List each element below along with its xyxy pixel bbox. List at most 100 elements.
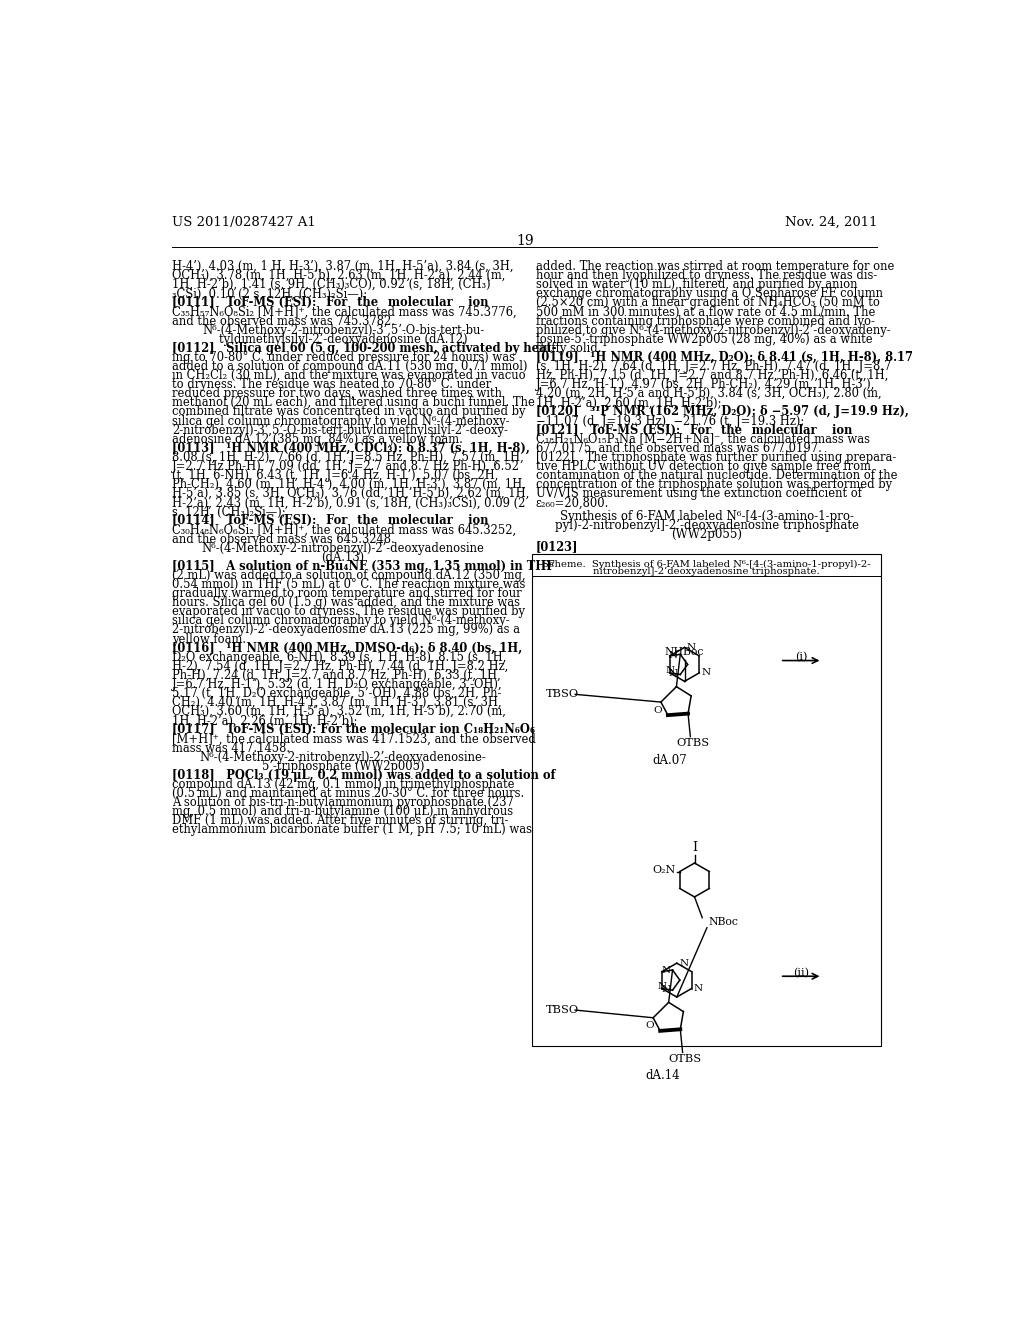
Text: 4.20 (m, 2H, H-5’a and H-5’b), 3.84 (s, 3H, OCH₃), 2.80 (m,: 4.20 (m, 2H, H-5’a and H-5’b), 3.84 (s, … bbox=[536, 387, 882, 400]
Text: OTBS: OTBS bbox=[669, 1053, 701, 1064]
Text: combined filtrate was concentrated in vacuo and purified by: combined filtrate was concentrated in va… bbox=[172, 405, 525, 418]
Text: [0118]  POCl₃ (19 μL, 0.2 mmol) was added to a solution of: [0118] POCl₃ (19 μL, 0.2 mmol) was added… bbox=[172, 768, 556, 781]
Text: Ph-CH₂), 4.60 (m, 1H, H-4’), 4.00 (m, 1H, H-3’), 3.87 (m, 1H,: Ph-CH₂), 4.60 (m, 1H, H-4’), 4.00 (m, 1H… bbox=[172, 478, 526, 491]
Text: [0123]: [0123] bbox=[536, 540, 579, 553]
Text: N: N bbox=[669, 669, 678, 678]
Text: ε₂₆₀=20,800.: ε₂₆₀=20,800. bbox=[536, 496, 609, 510]
Text: US 2011/0287427 A1: US 2011/0287427 A1 bbox=[172, 216, 316, 230]
Text: 5.17 (t, 1H, D₂O exchangeable, 5’-OH), 4.88 (bs, 2H, Ph-: 5.17 (t, 1H, D₂O exchangeable, 5’-OH), 4… bbox=[172, 688, 502, 700]
Text: N: N bbox=[694, 985, 703, 993]
Text: (i): (i) bbox=[795, 652, 807, 663]
Text: TBSO: TBSO bbox=[546, 689, 579, 700]
Text: N: N bbox=[662, 985, 671, 994]
Text: N: N bbox=[669, 651, 678, 660]
Text: NBoc: NBoc bbox=[709, 916, 738, 927]
Text: and the observed mass was 645.3248.: and the observed mass was 645.3248. bbox=[172, 533, 395, 545]
Text: (ii): (ii) bbox=[793, 968, 809, 978]
Text: reduced pressure for two days, washed three times with: reduced pressure for two days, washed th… bbox=[172, 387, 502, 400]
Text: C₃₀H₄₈N₆O₆Si₂ [M+H]⁺, the calculated mass was 645.3252,: C₃₀H₄₈N₆O₆Si₂ [M+H]⁺, the calculated mas… bbox=[172, 524, 516, 536]
Text: 500 mM in 300 minutes) at a flow rate of 4.5 mL/min. The: 500 mM in 300 minutes) at a flow rate of… bbox=[536, 305, 876, 318]
Text: Nov. 24, 2011: Nov. 24, 2011 bbox=[785, 216, 878, 230]
Text: pyl)-2-nitrobenzyl]-2’-deoxyadenosine triphosphate: pyl)-2-nitrobenzyl]-2’-deoxyadenosine tr… bbox=[555, 519, 858, 532]
Text: ing to 70-80° C. under reduced pressure for 24 hours) was: ing to 70-80° C. under reduced pressure … bbox=[172, 351, 515, 364]
Text: [0121]  ToF-MS (ESI):  For  the  molecular   ion: [0121] ToF-MS (ESI): For the molecular i… bbox=[536, 424, 852, 437]
Text: J=6.7 Hz, H-1’), 4.97 (bs, 2H, Ph-CH₂), 4.29 (m, 1H, H-3’),: J=6.7 Hz, H-1’), 4.97 (bs, 2H, Ph-CH₂), … bbox=[536, 378, 876, 391]
Text: 5’-triphosphate (WW2p005): 5’-triphosphate (WW2p005) bbox=[262, 760, 424, 772]
Text: philized to give N⁶-(4-methoxy-2-nitrobenzyl)-2’-deoxyadeny-: philized to give N⁶-(4-methoxy-2-nitrobe… bbox=[536, 323, 890, 337]
Text: Ph-H), 7.24 (d, 1H, J=2.7 and 8.7 Hz, Ph-H), 6.33 (t, 1H,: Ph-H), 7.24 (d, 1H, J=2.7 and 8.7 Hz, Ph… bbox=[172, 669, 501, 682]
Text: ₃CSi), 0.10 (2 s, 12H, (CH₃)₂Si—);: ₃CSi), 0.10 (2 s, 12H, (CH₃)₂Si—); bbox=[172, 288, 368, 300]
Text: added to a solution of compound dA.11 (530 mg, 0.71 mmol): added to a solution of compound dA.11 (5… bbox=[172, 360, 527, 374]
Text: O: O bbox=[653, 706, 663, 714]
Text: N: N bbox=[701, 668, 711, 677]
Text: D₂O exchangeable, 6-NH), 8.39 (s, 1 H, H-8), 8.15 (s, 1H,: D₂O exchangeable, 6-NH), 8.39 (s, 1 H, H… bbox=[172, 651, 507, 664]
Text: 1H, H-2’a), 2.26 (m, 1H, H-2’b);: 1H, H-2’a), 2.26 (m, 1H, H-2’b); bbox=[172, 714, 357, 727]
Text: −11.07 (d, J=19.3 Hz), −21.76 (t, J=19.3 Hz);: −11.07 (d, J=19.3 Hz), −21.76 (t, J=19.3… bbox=[536, 414, 804, 428]
Text: in CH₂Cl₂ (30 mL), and the mixture was evaporated in vacuo: in CH₂Cl₂ (30 mL), and the mixture was e… bbox=[172, 370, 525, 381]
Text: OTBS: OTBS bbox=[677, 738, 710, 748]
Text: [0111]  ToF-MS (ESI):  For  the  molecular   ion: [0111] ToF-MS (ESI): For the molecular i… bbox=[172, 297, 488, 309]
Text: solved in water (10 mL), filtered, and purified by anion: solved in water (10 mL), filtered, and p… bbox=[536, 279, 857, 292]
Text: (s, 1H, H-2), 7.64 (d, 1H, J=2.7 Hz, Ph-H), 7.47 (d, 1H, J=8.7: (s, 1H, H-2), 7.64 (d, 1H, J=2.7 Hz, Ph-… bbox=[536, 360, 891, 374]
Text: NHBoc: NHBoc bbox=[665, 648, 705, 657]
Text: gradually warmed to room temperature and stirred for four: gradually warmed to room temperature and… bbox=[172, 587, 522, 601]
Text: O: O bbox=[646, 1022, 654, 1031]
Text: N: N bbox=[679, 958, 688, 968]
Text: C₃₅H₅₇N₆O₈Si₂ [M+H]⁺, the calculated mass was 745.3776,: C₃₅H₅₇N₆O₈Si₂ [M+H]⁺, the calculated mas… bbox=[172, 305, 517, 318]
Text: 8.08 (s, 1H, H-2), 7.66 (d, 1H, J=8.5 Hz, Ph-H), 7.57 (m, 1H,: 8.08 (s, 1H, H-2), 7.66 (d, 1H, J=8.5 Hz… bbox=[172, 451, 524, 463]
Text: dA.07: dA.07 bbox=[653, 754, 687, 767]
Text: [0116]  ¹H NMR (400 MHz, DMSO-d₆): δ 8.40 (bs, 1H,: [0116] ¹H NMR (400 MHz, DMSO-d₆): δ 8.40… bbox=[172, 642, 522, 655]
Text: silica gel column chromatography to yield N⁶-(4-methoxy-: silica gel column chromatography to yiel… bbox=[172, 614, 510, 627]
Text: Scheme.  Synthesis of 6-FAM labeled N⁶-[4-(3-amino-1-propyl)-2-: Scheme. Synthesis of 6-FAM labeled N⁶-[4… bbox=[543, 560, 870, 569]
Text: (WW2p055): (WW2p055) bbox=[671, 528, 742, 541]
Text: H-4’), 4.03 (m, 1 H, H-3’), 3.87 (m, 1H, H-5’a), 3.84 (s, 3H,: H-4’), 4.03 (m, 1 H, H-3’), 3.87 (m, 1H,… bbox=[172, 260, 514, 273]
Text: [0115]  A solution of n-Bu₄NF (353 mg, 1.35 mmol) in THF: [0115] A solution of n-Bu₄NF (353 mg, 1.… bbox=[172, 560, 555, 573]
Text: mass was 417.1458.: mass was 417.1458. bbox=[172, 742, 290, 755]
Text: C₁₈H₂₁N₆O₁₅P₃Na [M−2H+Na]⁻, the calculated mass was: C₁₈H₂₁N₆O₁₅P₃Na [M−2H+Na]⁻, the calculat… bbox=[536, 433, 869, 446]
Text: N⁶-(4-Methoxy-2-nitrobenzyl)-2’-deoxyadenosine-: N⁶-(4-Methoxy-2-nitrobenzyl)-2’-deoxyade… bbox=[200, 751, 486, 764]
Text: [0114]  ToF-MS (ESI):  For  the  molecular   ion: [0114] ToF-MS (ESI): For the molecular i… bbox=[172, 515, 488, 528]
Text: compound dA.13 (42 mg, 0.1 mmol) in trimethylphosphate: compound dA.13 (42 mg, 0.1 mmol) in trim… bbox=[172, 777, 515, 791]
Text: A solution of bis-tri-n-butylammonium pyrophosphate (237: A solution of bis-tri-n-butylammonium py… bbox=[172, 796, 514, 809]
Text: [0122]  The triphosphate was further purified using prepara-: [0122] The triphosphate was further puri… bbox=[536, 451, 896, 463]
Text: 677.0175, and the observed mass was 677.0197.: 677.0175, and the observed mass was 677.… bbox=[536, 442, 821, 455]
Text: (t, 1H, 6-NH), 6.43 (t, 1H, J=6.4 Hz, H-1’), 5.07 (bs, 2H,: (t, 1H, 6-NH), 6.43 (t, 1H, J=6.4 Hz, H-… bbox=[172, 469, 499, 482]
Text: H-2), 7.54 (d, 1H, J=2.7 Hz, Ph-H), 7.44 (d, 1H, J=8.2 Hz,: H-2), 7.54 (d, 1H, J=2.7 Hz, Ph-H), 7.44… bbox=[172, 660, 509, 673]
Text: J=2.7 Hz Ph-H), 7.09 (dd, 1H, J=2.7 and 8.7 Hz Ph-H), 6.52: J=2.7 Hz Ph-H), 7.09 (dd, 1H, J=2.7 and … bbox=[172, 459, 520, 473]
Text: UV/VIS measurement using the extinction coefficient of: UV/VIS measurement using the extinction … bbox=[536, 487, 861, 500]
Text: exchange chromatography using a Q Sepharose FF column: exchange chromatography using a Q Sephar… bbox=[536, 288, 883, 300]
Text: 0.54 mmol) in THF (5 mL) at 0° C. The reaction mixture was: 0.54 mmol) in THF (5 mL) at 0° C. The re… bbox=[172, 578, 525, 591]
Text: [0117]  ToF-MS (ESI): For the molecular ion C₁₈H₂₁N₆O₆: [0117] ToF-MS (ESI): For the molecular i… bbox=[172, 723, 536, 737]
Text: and the observed mass was 745.3782.: and the observed mass was 745.3782. bbox=[172, 314, 395, 327]
Text: O₂N: O₂N bbox=[652, 865, 676, 875]
Text: hours. Silica gel 60 (1.5 g) was added, and the mixture was: hours. Silica gel 60 (1.5 g) was added, … bbox=[172, 597, 520, 610]
Text: 19: 19 bbox=[516, 234, 534, 248]
Text: evaporated in vacuo to dryness. The residue was purified by: evaporated in vacuo to dryness. The resi… bbox=[172, 606, 525, 618]
Text: (dA.13): (dA.13) bbox=[322, 550, 365, 564]
Text: N: N bbox=[666, 667, 675, 675]
Text: ethylammonium bicarbonate buffer (1 M, pH 7.5; 10 mL) was: ethylammonium bicarbonate buffer (1 M, p… bbox=[172, 824, 532, 837]
Text: tyldimethylsilyl-2’-deoxyadenosine (dA.12): tyldimethylsilyl-2’-deoxyadenosine (dA.1… bbox=[219, 333, 467, 346]
Text: I: I bbox=[692, 841, 697, 854]
Text: TBSO: TBSO bbox=[546, 1005, 579, 1015]
Text: methanol (20 mL each), and filtered using a buchi funnel. The: methanol (20 mL each), and filtered usin… bbox=[172, 396, 536, 409]
Text: fractions containing triphosphate were combined and lyo-: fractions containing triphosphate were c… bbox=[536, 314, 874, 327]
Text: [0112]  Silica gel 60 (5 g, 100-200 mesh, activated by heat-: [0112] Silica gel 60 (5 g, 100-200 mesh,… bbox=[172, 342, 557, 355]
Text: [0119]  ¹H NMR (400 MHz, D₂O): δ 8.41 (s, 1H, H-8), 8.17: [0119] ¹H NMR (400 MHz, D₂O): δ 8.41 (s,… bbox=[536, 351, 912, 364]
Text: Synthesis of 6-FAM labeled N⁶-[4-(3-amino-1-pro-: Synthesis of 6-FAM labeled N⁶-[4-(3-amin… bbox=[559, 510, 854, 523]
Text: yellow foam.: yellow foam. bbox=[172, 632, 247, 645]
Text: N: N bbox=[658, 982, 667, 991]
Text: 2-nitrobenzyl)-2’-deoxyadenosine dA.13 (225 mg, 99%) as a: 2-nitrobenzyl)-2’-deoxyadenosine dA.13 (… bbox=[172, 623, 520, 636]
Text: CH₂), 4.40 (m, 1H, H-4’), 3.87 (m, 1H, H-3’), 3.81 (s, 3H,: CH₂), 4.40 (m, 1H, H-4’), 3.87 (m, 1H, H… bbox=[172, 696, 502, 709]
Text: contamination of the natural nucleotide. Determination of the: contamination of the natural nucleotide.… bbox=[536, 469, 897, 482]
Text: N⁶-(4-Methoxy-2-nitrobenzyl)-3’,5’-O-bis-tert-bu-: N⁶-(4-Methoxy-2-nitrobenzyl)-3’,5’-O-bis… bbox=[202, 323, 484, 337]
Text: fluffy solid.: fluffy solid. bbox=[536, 342, 601, 355]
Text: added. The reaction was stirred at room temperature for one: added. The reaction was stirred at room … bbox=[536, 260, 894, 273]
Text: concentration of the triphosphate solution was performed by: concentration of the triphosphate soluti… bbox=[536, 478, 892, 491]
Text: losine-5’-triphosphate WW2p005 (28 mg, 40%) as a white: losine-5’-triphosphate WW2p005 (28 mg, 4… bbox=[536, 333, 872, 346]
Text: (2.5×20 cm) with a linear gradient of NH₄HCO₃ (50 mM to: (2.5×20 cm) with a linear gradient of NH… bbox=[536, 297, 880, 309]
Text: nitrobenzyl]-2’deoxyadenosine triphosphate.: nitrobenzyl]-2’deoxyadenosine triphospha… bbox=[593, 568, 820, 577]
Text: hour and then lyophilized to dryness. The residue was dis-: hour and then lyophilized to dryness. Th… bbox=[536, 269, 877, 282]
Text: silica gel column chromatography to yield N⁶-(4-methoxy-: silica gel column chromatography to yiel… bbox=[172, 414, 510, 428]
Text: to dryness. The residue was heated to 70-80° C. under: to dryness. The residue was heated to 70… bbox=[172, 378, 492, 391]
